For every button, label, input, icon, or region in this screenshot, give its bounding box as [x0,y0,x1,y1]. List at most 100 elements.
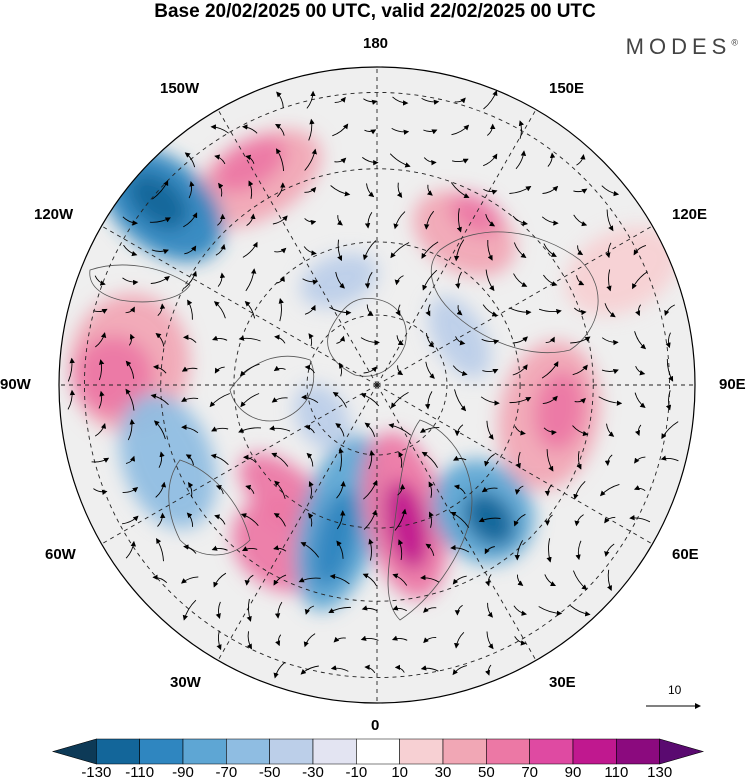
wind-vector [274,247,287,254]
wind-vector [215,243,226,256]
colorbar-swatch [51,738,97,765]
wind-vector [515,451,521,469]
wind-vector [150,275,170,284]
wind-vector [275,148,285,172]
anomaly-blob [428,296,491,379]
wind-vector [304,424,315,434]
wind-vector [183,270,197,289]
wind-vector [484,453,495,467]
lon-label-150e: 150E [549,80,585,97]
wind-vector [329,573,350,585]
wind-vector [275,123,285,136]
wind-vector [454,97,466,104]
wind-vector [665,332,671,349]
wind-vector [188,181,195,199]
colorbar-tick-label: 10 [391,764,408,781]
wind-vector [514,485,524,495]
anomaly-blob [294,384,350,450]
wind-vector [574,514,584,527]
wind-vector [125,388,135,411]
wind-vector [634,424,642,436]
wind-vector [452,575,467,585]
wind-vector [157,512,166,527]
wind-vector [238,427,262,433]
wind-vector [304,605,315,615]
wind-vector [334,157,347,164]
canadian-archipelago-coast [229,356,315,422]
wind-vector [125,455,136,464]
wind-vector [482,304,498,317]
wind-vector [275,634,282,647]
lon-label-120e: 120E [672,206,708,223]
wind-vector [308,333,314,347]
wind-vector [93,488,108,495]
wind-vector [572,364,588,376]
wind-vector [509,186,532,194]
wind-vector [542,185,559,194]
wind-vector [456,208,462,233]
wind-vector [125,306,135,314]
wind-vector [214,154,226,165]
wind-vector [512,215,528,226]
wind-vector [599,483,620,497]
wind-vector [213,572,227,588]
wind-vector [155,332,165,347]
wind-vector [330,665,349,672]
wind-vector [452,365,468,377]
lon-label-0: 0 [371,717,380,734]
wind-vector [482,368,499,374]
wind-vector [246,598,252,622]
wind-vector [273,574,287,586]
wind-vector [487,602,493,618]
wind-vector [298,577,321,583]
wind-vector [391,635,408,641]
anomaly-blob [565,226,679,316]
wind-vector [185,454,194,466]
wind-vector [328,606,351,614]
alaska-coast [89,264,191,303]
wind-vector [388,423,412,436]
wind-vector [362,157,379,166]
meridian-line [376,384,537,661]
wind-vector [304,187,317,193]
wind-vector [122,277,139,286]
modes-logo: MODES® [626,34,738,60]
wind-vector [606,209,614,232]
wind-vector [368,450,375,470]
wind-vector [512,336,528,344]
wind-vector [333,636,346,643]
wind-vector [336,335,346,344]
wind-vector [604,543,615,557]
wind-vector [363,98,378,105]
wind-vector [244,574,254,586]
wind-vector [300,542,320,558]
wind-vector [67,389,76,410]
wind-vector [363,479,378,500]
wind-vector [601,185,620,197]
wind-vector [451,158,469,164]
wind-vector [485,213,496,227]
wind-vector [272,215,288,225]
wind-vector [544,514,553,526]
wind-vector [394,275,404,286]
lon-label-120w: 120W [34,206,74,223]
wind-vector [660,455,679,462]
wind-vector [273,513,286,527]
wind-vector [665,390,672,411]
wind-vector [391,128,410,135]
wind-vector [576,275,585,286]
wind-vector [308,118,315,141]
wind-vector [514,540,524,561]
lon-label-30e: 30E [549,674,576,691]
wind-vector [424,210,435,230]
wind-vector [396,182,403,199]
wind-vector [153,420,166,440]
wind-vector [573,214,588,227]
colorbar-tick-label: 30 [434,764,452,781]
lon-label-150w: 150W [160,80,200,97]
colorbar-tick-label: -50 [258,764,281,781]
map-title: Base 20/02/2025 00 UTC, valid 22/02/2025… [154,1,596,22]
wind-vector [397,365,404,376]
wind-vector [635,304,641,317]
wind-vector [215,601,221,619]
